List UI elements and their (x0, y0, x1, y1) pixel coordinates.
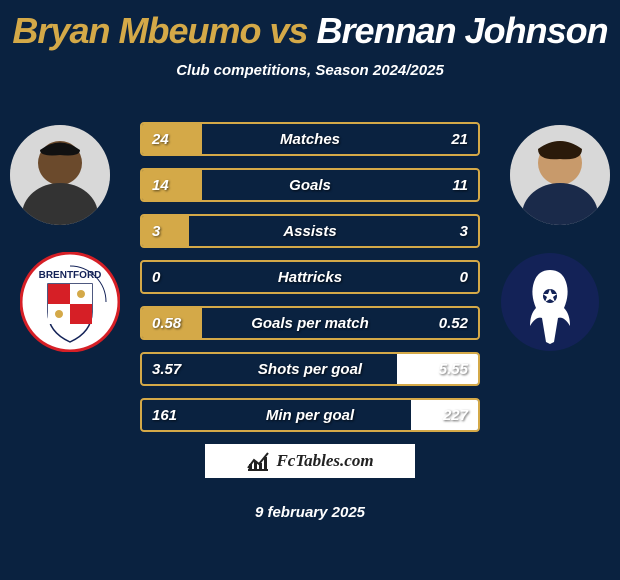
stat-value-right: 11 (452, 170, 468, 200)
stats-container: 24 Matches 21 14 Goals 11 3 Assists 3 0 … (140, 122, 480, 444)
stat-value-right: 227 (443, 400, 468, 430)
stat-row: 161 Min per goal 227 (140, 398, 480, 432)
brand-badge: FcTables.com (205, 444, 415, 478)
stat-label: Goals per match (142, 308, 478, 338)
stat-value-right: 0 (460, 262, 468, 292)
club-left-text: BRENTFORD (39, 270, 102, 281)
player2-club-badge (500, 252, 600, 352)
comparison-title: Bryan Mbeumo vs Brennan Johnson (0, 0, 620, 52)
player1-club-badge: BRENTFORD (20, 252, 120, 352)
stat-row: 3 Assists 3 (140, 214, 480, 248)
stat-row: 3.57 Shots per goal 5.55 (140, 352, 480, 386)
stat-label: Min per goal (142, 400, 478, 430)
stat-row: 0 Hattricks 0 (140, 260, 480, 294)
chart-icon (246, 450, 270, 472)
player1-avatar (10, 125, 110, 225)
stat-row: 24 Matches 21 (140, 122, 480, 156)
stat-label: Goals (142, 170, 478, 200)
stat-value-right: 3 (460, 216, 468, 246)
date-text: 9 february 2025 (0, 504, 620, 521)
stat-label: Matches (142, 124, 478, 154)
player1-name: Bryan Mbeumo (12, 10, 260, 51)
stat-label: Assists (142, 216, 478, 246)
stat-value-right: 0.52 (439, 308, 468, 338)
stat-label: Shots per goal (142, 354, 478, 384)
stat-row: 0.58 Goals per match 0.52 (140, 306, 480, 340)
stat-value-right: 21 (451, 124, 468, 154)
vs-label: vs (269, 10, 307, 51)
player2-avatar (510, 125, 610, 225)
brand-text: FcTables.com (276, 451, 373, 471)
subtitle: Club competitions, Season 2024/2025 (0, 62, 620, 79)
stat-row: 14 Goals 11 (140, 168, 480, 202)
player2-name: Brennan Johnson (317, 10, 608, 51)
stat-label: Hattricks (142, 262, 478, 292)
stat-value-right: 5.55 (439, 354, 468, 384)
